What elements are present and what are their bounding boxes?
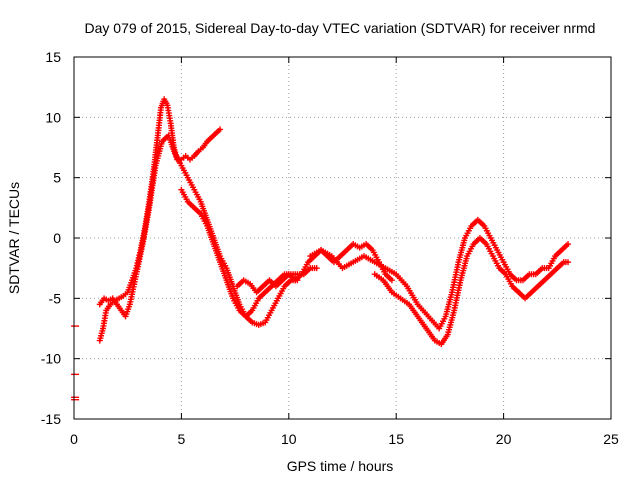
x-axis-label: GPS time / hours xyxy=(287,458,394,474)
chart-title: Day 079 of 2015, Sidereal Day-to-day VTE… xyxy=(85,20,596,36)
data-series xyxy=(71,96,572,401)
plot-frame xyxy=(73,56,612,420)
x-tick-label: 5 xyxy=(178,431,186,447)
x-tick-label: 20 xyxy=(496,431,512,447)
data-series-5 xyxy=(307,216,572,332)
y-tick-label: 15 xyxy=(45,49,61,65)
y-tick-label: -15 xyxy=(41,411,61,427)
tick-labels: 0 5 10 15 20 25 -15 -10 -5 0 5 10 15 xyxy=(41,49,619,447)
data-series-4 xyxy=(234,241,395,296)
y-tick-label: 0 xyxy=(53,230,61,246)
data-point xyxy=(565,241,572,248)
x-tick-label: 10 xyxy=(281,431,297,447)
edge-marks xyxy=(71,325,80,401)
x-tick-label: 15 xyxy=(388,431,404,447)
data-point xyxy=(313,265,320,272)
data-series-6 xyxy=(371,235,572,348)
y-tick-label: -5 xyxy=(49,290,62,306)
data-point xyxy=(388,277,395,284)
data-point xyxy=(217,126,224,133)
x-tick-label: 25 xyxy=(603,431,619,447)
x-tick-label: 0 xyxy=(70,431,78,447)
y-tick-label: -10 xyxy=(41,351,61,367)
y-tick-label: 10 xyxy=(45,109,61,125)
data-point xyxy=(565,259,572,266)
y-tick-label: 5 xyxy=(53,170,61,186)
y-axis-label: SDTVAR / TECUs xyxy=(6,182,22,294)
grid-lines xyxy=(74,57,611,419)
